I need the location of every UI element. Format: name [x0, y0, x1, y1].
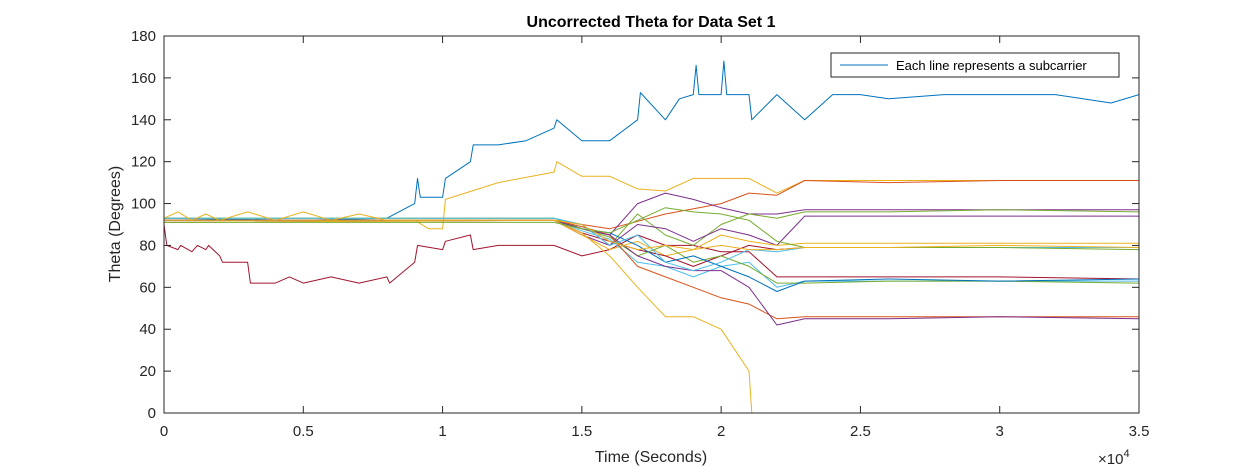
series-line-1 — [164, 60, 1139, 221]
x-tick-label: 1 — [438, 423, 446, 440]
series-line-15 — [164, 219, 1139, 413]
x-tick-label: 0.5 — [293, 423, 314, 440]
x-axis-exponent: ×104 — [1098, 448, 1130, 468]
y-axis-label: Theta (Degrees) — [107, 166, 124, 283]
series-layer — [164, 60, 1139, 413]
y-tick-label: 100 — [131, 196, 156, 213]
y-tick-label: 160 — [131, 70, 156, 87]
x-tick-label: 2 — [717, 423, 725, 440]
series-line-2 — [164, 161, 1139, 230]
x-tick-label: 2.5 — [850, 423, 871, 440]
y-tick-label: 80 — [139, 237, 156, 254]
x-tick-label: 1.5 — [571, 423, 592, 440]
y-tick-label: 0 — [148, 405, 156, 422]
y-tick-label: 20 — [139, 363, 156, 380]
x-axis-exponent-base: ×10 — [1098, 451, 1123, 468]
x-axis-label: Time (Seconds) — [595, 449, 707, 466]
x-tick-label: 3.5 — [1129, 423, 1150, 440]
x-tick-label: 0 — [160, 423, 168, 440]
series-line-4 — [164, 224, 1139, 284]
y-tick-label: 40 — [139, 321, 156, 338]
x-axis-exponent-power: 4 — [1123, 448, 1129, 460]
x-tick-label: 3 — [996, 423, 1004, 440]
series-line-8 — [164, 219, 1139, 257]
legend: Each line represents a subcarrier — [830, 52, 1120, 78]
y-tick-label: 60 — [139, 279, 156, 296]
y-tick-label: 120 — [131, 154, 156, 171]
chart-title: Uncorrected Theta for Data Set 1 — [527, 14, 776, 31]
y-tick-label: 140 — [131, 112, 156, 129]
legend-entry: Each line represents a subcarrier — [896, 58, 1087, 73]
series-line-18 — [164, 211, 1139, 251]
plot-frame — [163, 35, 1140, 414]
ticks-layer: 0 0.5 1 1.5 2 2.5 3 3.5 0 20 40 60 80 100 120 140 160 180 — [131, 28, 1149, 440]
y-tick-label: 180 — [131, 28, 156, 45]
